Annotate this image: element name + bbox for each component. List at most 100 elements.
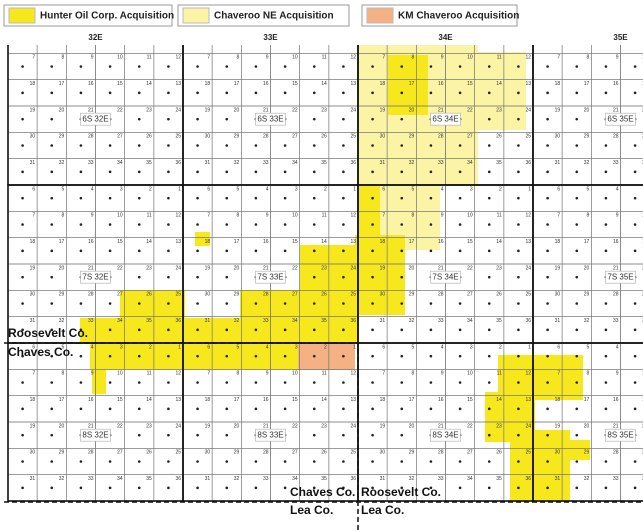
section-number: 8 [62,213,65,219]
section-number: 16 [613,81,619,87]
section-number: 23 [146,107,152,113]
section-number: 28 [438,292,444,298]
section-number: 20 [59,107,65,113]
section-dot [312,407,316,411]
section-number: 18 [205,239,211,245]
section-dot [196,328,199,332]
section-dot [400,460,404,463]
section-number: 27 [467,450,473,456]
section-dot [79,460,83,463]
section-number: 31 [30,160,36,166]
section-dot [283,144,287,147]
section-dot [371,65,374,68]
section-dot [312,433,316,437]
section-dot [604,302,608,305]
section-dot [458,249,462,253]
section-number: 35 [146,318,152,324]
township-label: 7S 34E [432,272,458,281]
section-number: 13 [350,81,356,87]
county-label: Roosevelt Co. [361,485,441,499]
township-label-box [80,428,111,442]
township-label: 7S 32E [82,272,108,281]
section-number: 10 [117,213,123,219]
section-number: 18 [555,397,561,403]
section-dot [79,486,83,490]
section-dot [21,381,24,384]
section-number: 9 [441,55,444,61]
section-number: 11 [497,371,502,377]
township-label: 8S 32E [82,430,108,439]
section-number: 34 [292,318,298,324]
section-number: 16 [263,239,269,245]
section-dot [21,196,24,200]
section-dot [196,39,199,42]
section-dot [283,196,287,200]
section-number: 28 [438,450,444,456]
section-number: 9 [266,371,269,377]
section-number: 6 [207,28,210,34]
section-dot [633,196,637,200]
section-dot [283,170,287,174]
section-number: 30 [205,292,211,298]
section-dot [400,381,404,384]
section-dot [283,460,287,463]
section-dot [371,117,374,121]
section-dot [458,196,462,200]
section-number: 21 [88,265,94,271]
section-dot [79,223,83,226]
township-label: 7S 33E [257,272,283,281]
section-dot [254,328,258,332]
section-dot [487,65,491,68]
section-number: 33 [438,476,444,482]
section-number: 21 [263,107,269,113]
section-number: 29 [59,134,65,140]
section-dot [137,354,141,358]
township-label: 8S 35E [607,430,633,439]
section-number: 20 [409,107,415,113]
section-number: 9 [91,213,94,219]
section-dot [633,381,637,384]
section-dot [108,460,112,463]
section-dot [487,354,491,358]
section-dot [108,170,112,174]
section-dot [80,39,83,42]
section-dot [225,486,229,490]
section-number: 14 [496,239,502,245]
section-number: 7 [382,55,385,61]
section-dot [400,117,404,121]
section-dot [196,354,199,358]
section-number: 30 [30,450,36,456]
section-dot [371,223,374,226]
section-number: 31 [205,318,211,324]
section-number: 22 [467,265,473,271]
section-dot [342,275,345,279]
section-dot [604,144,608,147]
section-number: 23 [496,423,502,429]
section-dot [633,65,637,68]
section-dot [517,91,520,95]
section-dot [429,460,433,463]
section-dot [575,249,579,253]
section-number: 31 [380,160,386,166]
section-dot [342,170,345,174]
county-label: Chaves Co. [290,485,355,499]
section-number: 26 [496,134,502,140]
section-number: 21 [263,265,269,271]
section [532,45,563,54]
section-dot [167,39,170,42]
section-dot [633,354,637,358]
section-number: 1 [353,344,356,350]
section-dot [50,144,54,147]
section-dot [371,486,374,490]
section-dot [633,302,637,305]
section-dot [634,39,637,42]
section-number: 25 [175,134,181,140]
section-dot [79,249,83,253]
section-dot [371,249,374,253]
section-dot [371,407,374,411]
section-number: 33 [88,318,94,324]
section-number: 30 [380,134,386,140]
section-number: 6 [32,344,35,350]
section-number: 11 [322,371,327,377]
section-number: 29 [234,292,240,298]
